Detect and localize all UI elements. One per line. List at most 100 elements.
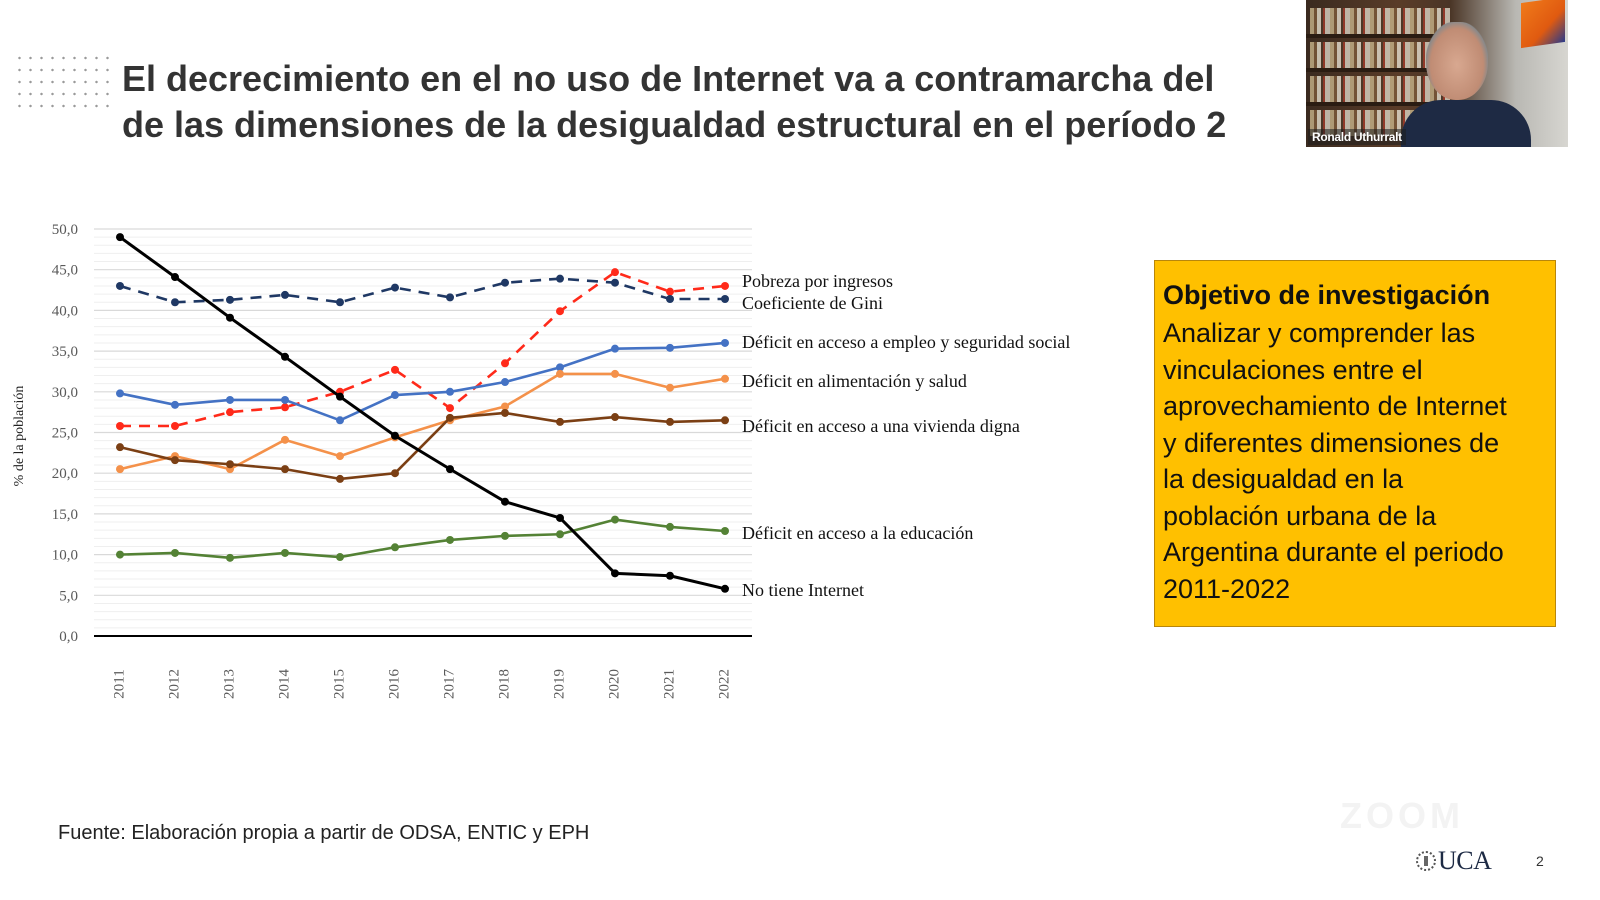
series-line [119, 518, 726, 560]
slide-title-line-2: de las dimensiones de la desigualdad est… [122, 104, 1227, 145]
x-tick-label: 2020 [606, 669, 622, 699]
data-point [116, 465, 124, 474]
series-line [119, 372, 726, 471]
data-point [226, 408, 234, 417]
data-point [666, 287, 674, 296]
data-point [666, 522, 674, 531]
objective-box: Objetivo de investigación Analizar y com… [1154, 260, 1556, 627]
data-point [666, 343, 674, 352]
data-point [281, 465, 289, 474]
x-tick-label: 2016 [386, 669, 402, 700]
series-line [119, 235, 726, 591]
data-point [336, 452, 344, 461]
y-tick-label: 0,0 [59, 629, 78, 645]
bookshelf-row [1310, 76, 1450, 102]
legend-label: No tiene Internet [742, 580, 864, 600]
data-point [116, 233, 124, 242]
x-tick-label: 2012 [166, 669, 182, 699]
data-point [336, 553, 344, 562]
data-point [281, 352, 289, 361]
legend-label: Pobreza por ingresos [742, 271, 893, 291]
x-tick-label: 2019 [551, 669, 567, 699]
data-point [281, 403, 289, 412]
source-note: Fuente: Elaboración propia a partir de O… [58, 822, 590, 844]
y-tick-label: 40,0 [52, 303, 78, 319]
data-point [721, 526, 729, 535]
series-coeficiente-de-gini [116, 274, 729, 307]
y-tick-label: 15,0 [52, 507, 78, 523]
objective-body: Analizar y comprender las vinculaciones … [1163, 315, 1547, 607]
objective-line: la desigualdad en la [1163, 464, 1404, 494]
data-point [446, 535, 454, 544]
data-point [611, 569, 619, 578]
slide-title-line-1: El decrecimiento en el no uso de Interne… [122, 58, 1215, 99]
y-tick-label: 30,0 [52, 385, 78, 401]
objective-line: y diferentes dimensiones de [1163, 427, 1500, 458]
line-chart: 0,0 5,0 10,0 15,0 20,0 25,0 30,0 35,0 40,0 45,0 50… [12, 222, 1070, 700]
data-point [226, 553, 234, 562]
x-tick-label: 2021 [661, 669, 677, 699]
objective-line: aprovechamiento de Internet [1163, 391, 1507, 421]
chart-gridlines [94, 228, 752, 629]
data-point [501, 408, 509, 417]
data-point [281, 435, 289, 444]
data-point [721, 338, 729, 347]
chart-series [116, 233, 729, 593]
uca-logo: UCA [1416, 846, 1492, 876]
data-point [391, 283, 399, 292]
data-point [666, 383, 674, 392]
data-point [611, 344, 619, 353]
zoom-watermark: ZOOM [1340, 795, 1464, 836]
slide-title: El decrecimiento en el no uso de Interne… [122, 56, 1312, 148]
data-point [501, 359, 509, 368]
page-number: 2 [1536, 853, 1544, 869]
data-point [556, 363, 564, 372]
series-line [120, 270, 726, 428]
decorative-dot-grid [14, 52, 114, 108]
objective-line: Analizar y comprender las [1163, 318, 1476, 348]
data-point [226, 295, 234, 304]
data-point [666, 295, 674, 304]
data-point [666, 417, 674, 426]
data-point [556, 513, 564, 522]
x-tick-label: 2014 [276, 669, 292, 700]
data-point [171, 400, 179, 409]
wall-painting [1521, 0, 1565, 49]
data-point [501, 497, 509, 506]
data-point [116, 421, 124, 430]
bookshelf-row [1310, 8, 1450, 34]
data-point [391, 469, 399, 478]
legend-label: Coeficiente de Gini [742, 293, 883, 313]
data-point [281, 290, 289, 299]
data-point [171, 548, 179, 557]
data-point [611, 268, 619, 277]
bookshelf-shelf [1306, 68, 1456, 72]
y-tick-label: 45,0 [52, 263, 78, 279]
data-point [446, 413, 454, 422]
data-point [281, 548, 289, 557]
data-point [226, 395, 234, 404]
series-line [119, 277, 725, 304]
data-point [446, 404, 454, 413]
data-point [226, 313, 234, 322]
data-point [171, 273, 179, 282]
data-point [721, 584, 729, 593]
data-point [611, 278, 619, 287]
x-tick-label: 2013 [221, 669, 237, 699]
y-tick-label: 20,0 [52, 466, 78, 482]
objective-title: Objetivo de investigación [1163, 280, 1491, 310]
data-point [721, 374, 729, 383]
data-point [226, 460, 234, 469]
data-point [391, 391, 399, 400]
data-point [336, 392, 344, 401]
x-tick-label: 2011 [111, 669, 127, 698]
series-deficit-en-acceso-a-empleo-y-seguridad-social [116, 338, 729, 425]
data-point [391, 365, 399, 374]
data-point [611, 515, 619, 524]
participant-video-tile[interactable]: Ronald Uthurralt [1306, 0, 1568, 147]
data-point [721, 281, 729, 290]
legend-label: Déficit en alimentación y salud [742, 371, 967, 391]
data-point [336, 474, 344, 483]
data-point [501, 278, 509, 287]
